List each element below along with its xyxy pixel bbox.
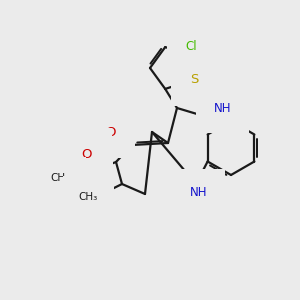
Text: NH: NH [214,103,232,116]
Text: O: O [82,148,92,160]
Text: CH₃: CH₃ [51,173,70,183]
Text: O: O [83,178,93,190]
Text: S: S [190,74,199,86]
Text: O: O [105,125,115,139]
Text: CH₃: CH₃ [79,192,98,202]
Text: NH: NH [190,187,208,200]
Text: Cl: Cl [185,40,196,52]
